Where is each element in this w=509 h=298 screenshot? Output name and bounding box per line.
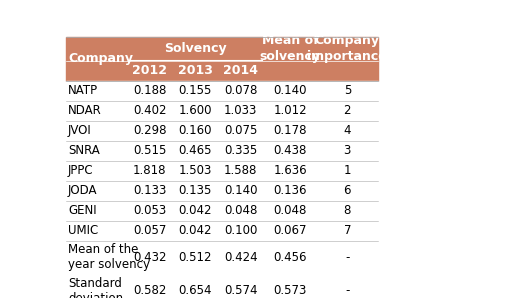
Text: 0.335: 0.335	[223, 144, 257, 157]
Text: 0.140: 0.140	[223, 184, 257, 197]
Text: 1.012: 1.012	[273, 104, 306, 117]
Text: 1.503: 1.503	[178, 164, 211, 177]
Bar	[66, 81, 377, 101]
Text: SNRA: SNRA	[68, 144, 100, 157]
Text: NDAR: NDAR	[68, 104, 102, 117]
Text: NATP: NATP	[68, 84, 98, 97]
Text: 0.298: 0.298	[133, 124, 166, 137]
Text: 0.048: 0.048	[223, 204, 257, 217]
Text: 6: 6	[343, 184, 350, 197]
Bar	[66, 221, 377, 241]
Text: 0.515: 0.515	[133, 144, 166, 157]
Text: 0.432: 0.432	[133, 251, 166, 264]
Text: 0.075: 0.075	[223, 124, 257, 137]
Text: Standard
deviation: Standard deviation	[68, 277, 123, 298]
Text: 0.654: 0.654	[178, 284, 212, 297]
Bar	[66, 101, 377, 121]
Text: 0.456: 0.456	[273, 251, 306, 264]
Text: -: -	[345, 284, 349, 297]
Text: 2013: 2013	[177, 64, 212, 77]
Text: 1.033: 1.033	[223, 104, 257, 117]
Text: 0.160: 0.160	[178, 124, 212, 137]
Text: 1.636: 1.636	[273, 164, 306, 177]
Bar	[66, 241, 377, 274]
Text: 5: 5	[343, 84, 350, 97]
Text: 0.057: 0.057	[133, 224, 166, 237]
Text: Mean of the
year solvency: Mean of the year solvency	[68, 243, 150, 271]
Bar	[66, 181, 377, 201]
Bar	[66, 121, 377, 141]
Text: 0.133: 0.133	[133, 184, 166, 197]
Text: 3: 3	[343, 144, 350, 157]
Text: JVOI: JVOI	[68, 124, 92, 137]
Text: 0.048: 0.048	[273, 204, 306, 217]
Text: Solvency: Solvency	[163, 42, 226, 55]
Text: 1.600: 1.600	[178, 104, 212, 117]
Text: 0.067: 0.067	[273, 224, 306, 237]
Text: Company: Company	[68, 52, 133, 66]
Text: 2: 2	[343, 104, 350, 117]
Bar	[66, 201, 377, 221]
Text: Company
importance: Company importance	[307, 35, 386, 63]
Text: 0.042: 0.042	[178, 204, 212, 217]
Bar	[66, 161, 377, 181]
Text: 0.573: 0.573	[273, 284, 306, 297]
Text: 1: 1	[343, 164, 350, 177]
Text: 0.402: 0.402	[133, 104, 166, 117]
Text: 0.135: 0.135	[178, 184, 211, 197]
Text: 0.042: 0.042	[178, 224, 212, 237]
Text: 0.188: 0.188	[133, 84, 166, 97]
Text: 0.438: 0.438	[273, 144, 306, 157]
Text: 0.140: 0.140	[273, 84, 306, 97]
Bar	[66, 274, 377, 298]
Text: Mean of
solvency: Mean of solvency	[259, 35, 320, 63]
Text: JPPC: JPPC	[68, 164, 94, 177]
Bar	[66, 141, 377, 161]
Text: 2014: 2014	[222, 64, 258, 77]
Text: 0.053: 0.053	[133, 204, 166, 217]
Bar	[66, 37, 377, 81]
Text: JODA: JODA	[68, 184, 97, 197]
Text: 0.574: 0.574	[223, 284, 257, 297]
Text: 1.588: 1.588	[223, 164, 257, 177]
Text: 0.512: 0.512	[178, 251, 212, 264]
Text: 0.155: 0.155	[178, 84, 211, 97]
Text: 8: 8	[343, 204, 350, 217]
Text: 4: 4	[343, 124, 350, 137]
Text: UMIC: UMIC	[68, 224, 98, 237]
Text: 0.424: 0.424	[223, 251, 257, 264]
Text: 7: 7	[343, 224, 350, 237]
Text: 0.136: 0.136	[273, 184, 306, 197]
Text: 2012: 2012	[132, 64, 167, 77]
Text: -: -	[345, 251, 349, 264]
Text: 0.178: 0.178	[273, 124, 306, 137]
Text: GENI: GENI	[68, 204, 97, 217]
Text: 0.100: 0.100	[223, 224, 257, 237]
Text: 1.818: 1.818	[133, 164, 166, 177]
Text: 0.078: 0.078	[223, 84, 257, 97]
Text: 0.582: 0.582	[133, 284, 166, 297]
Text: 0.465: 0.465	[178, 144, 212, 157]
